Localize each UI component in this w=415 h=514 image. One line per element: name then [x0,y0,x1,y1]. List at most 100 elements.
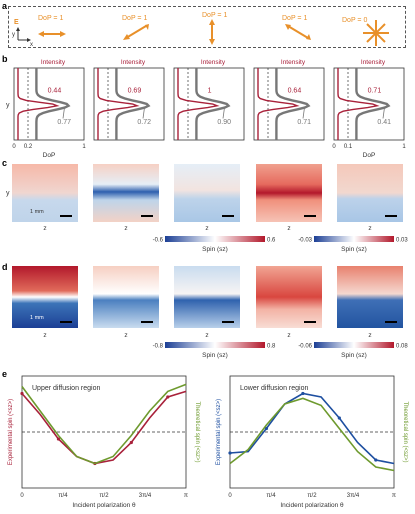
dop-label-1: DoP = 1 [38,15,63,22]
panel-c-label: c [2,158,8,168]
x-tick-label: π/4 [58,493,68,499]
z-axis-label: z [43,225,46,232]
spin-map-image [337,164,403,222]
panel-e-charts: Upper diffusion region 0 π/4 π/2 3π/4 π Incide… [8,375,408,509]
dop-axis-label: DoP [363,152,376,158]
panel-a-graphic: E y x DoP = 1 DoP = 1 DoP = 1 DoP = 1 Do… [12,12,389,48]
z-axis-label: z [43,332,46,339]
dop-pointer [382,108,385,119]
spin-map-c-1: z [12,164,78,232]
spin-map-d-3: z [174,266,240,339]
x-tick-label: π/2 [99,493,109,499]
spin-chart-1: Upper diffusion region 0 π/4 π/2 3π/4 π Incide… [8,375,200,509]
intensity-label: Intensity [201,59,226,66]
spin-map-d-4: z [256,266,322,339]
dop-value: 0.41 [377,119,391,126]
data-point [264,426,269,431]
z-axis-label: z [205,332,208,339]
panel-a-label: a [2,1,8,11]
colorbar-min: -0.03 [298,238,312,244]
dop-axis-label: DoP [43,152,56,158]
dop-profile-line [355,68,391,140]
intensity-label: Intensity [281,59,306,66]
intensity-value: 0.64 [288,87,302,94]
plot-frame [13,67,85,141]
panel-b-label: b [2,54,8,64]
scale-bar-label: 1 mm [30,209,44,215]
dop-pointer [142,108,145,119]
data-point [20,391,24,396]
dop-profile-line [115,68,151,140]
z-axis-label: z [205,225,208,232]
colorbar-d-2: -0.06 0.08 Spin (sz) [298,342,408,359]
x-tick-label: π/2 [307,493,317,499]
intensity-value: 0.44 [48,87,62,94]
colorbar-gradient [165,342,265,348]
profile-plot-5: Intensity 0.71 0.41 0 0.1 1 DoP [332,59,406,158]
spin-map-c-2: z [93,164,159,232]
colorbar-min: -0.6 [153,238,164,244]
spin-map-c-3: z [174,164,240,232]
spin-map-image [174,266,240,328]
dop-label-4: DoP = 1 [282,15,307,22]
panel-d-maps: z z z z z 1 mm -0.8 0.8 Spin (sz) -0.06 0.08 Spin (… [12,266,408,359]
x-tick-label: 0 [228,493,232,499]
vertical-polarization-icon [209,19,215,45]
x-tick-label: π/4 [266,493,276,499]
dop-profile-line [195,68,231,140]
x-tick-label: 3π/4 [139,493,152,499]
spin-map-d-2: z [93,266,159,339]
colorbar-title: Spin (sz) [341,246,367,253]
dop-tick-label: 1 [402,144,406,150]
spin-map-d-1: z [12,266,78,339]
intensity-profile-line [337,68,380,140]
colorbar-gradient [314,342,394,348]
dop-label-5: DoP = 0 [342,17,367,24]
spin-map-image [12,266,78,328]
data-point [374,458,378,462]
profile-plot-1: Intensity 0.44 0.77 0 0.2 1 DoP [12,59,86,158]
z-axis-label: z [124,225,127,232]
y-axis-label-experimental: Experimental spin (<sz>) [8,399,14,465]
dop-profile-line [35,68,71,140]
dop-label-3: DoP = 1 [202,12,227,19]
y-axis-label-theoretical: Theoretical spin (<sz>) [402,401,408,462]
spin-map-c-4: z [256,164,322,232]
e-field-label: E [14,19,19,26]
spin-map-image [93,164,159,222]
dop-value: 0.90 [217,119,231,126]
colorbar-min: -0.06 [298,344,312,350]
dop-label-2: DoP = 1 [122,15,147,22]
horizontal-polarization-icon [38,31,66,37]
z-axis-label: z [287,332,290,339]
intensity-label: Intensity [41,59,66,66]
profile-plot-2: Intensity 0.69 0.72 [93,59,165,141]
dop-value: 0.71 [297,119,311,126]
colorbar-max: 0.08 [396,344,408,350]
dop-tick-label: 0.1 [344,144,353,150]
dop-tick-label: 0.2 [24,144,33,150]
dop-pointer [222,108,225,119]
x-tick-label: π [392,493,396,499]
colorbar-title: Spin (sz) [202,352,228,359]
colorbar-max: 0.03 [396,238,408,244]
x-tick-label: 3π/4 [347,493,360,499]
dop-value: 0.77 [57,119,71,126]
panel-c-maps: z z z z z 1 mm y -0.6 0.6 Spin (sz) -0.03 0.03 Spin … [6,164,408,253]
spin-chart-2: Lower diffusion region 0 π/4 π/2 3π/4 π Incide… [216,375,408,509]
colorbar-gradient [165,236,265,242]
intensity-value: 0.69 [128,87,142,94]
colorbar-gradient [314,236,394,242]
colorbar-max: 0.8 [267,344,276,350]
spin-map-d-5: z [337,266,403,339]
intensity-profile-line [257,68,300,140]
colorbar-max: 0.6 [267,238,276,244]
y-axis-label: y [6,102,10,109]
spin-map-c-5: z [337,164,403,232]
chart-title: Lower diffusion region [240,385,308,392]
intensity-label: Intensity [361,59,386,66]
dop-tick-label: 0 [332,144,336,150]
data-point [56,437,61,441]
dop-pointer [62,108,65,119]
dop-profile-line [275,68,311,140]
